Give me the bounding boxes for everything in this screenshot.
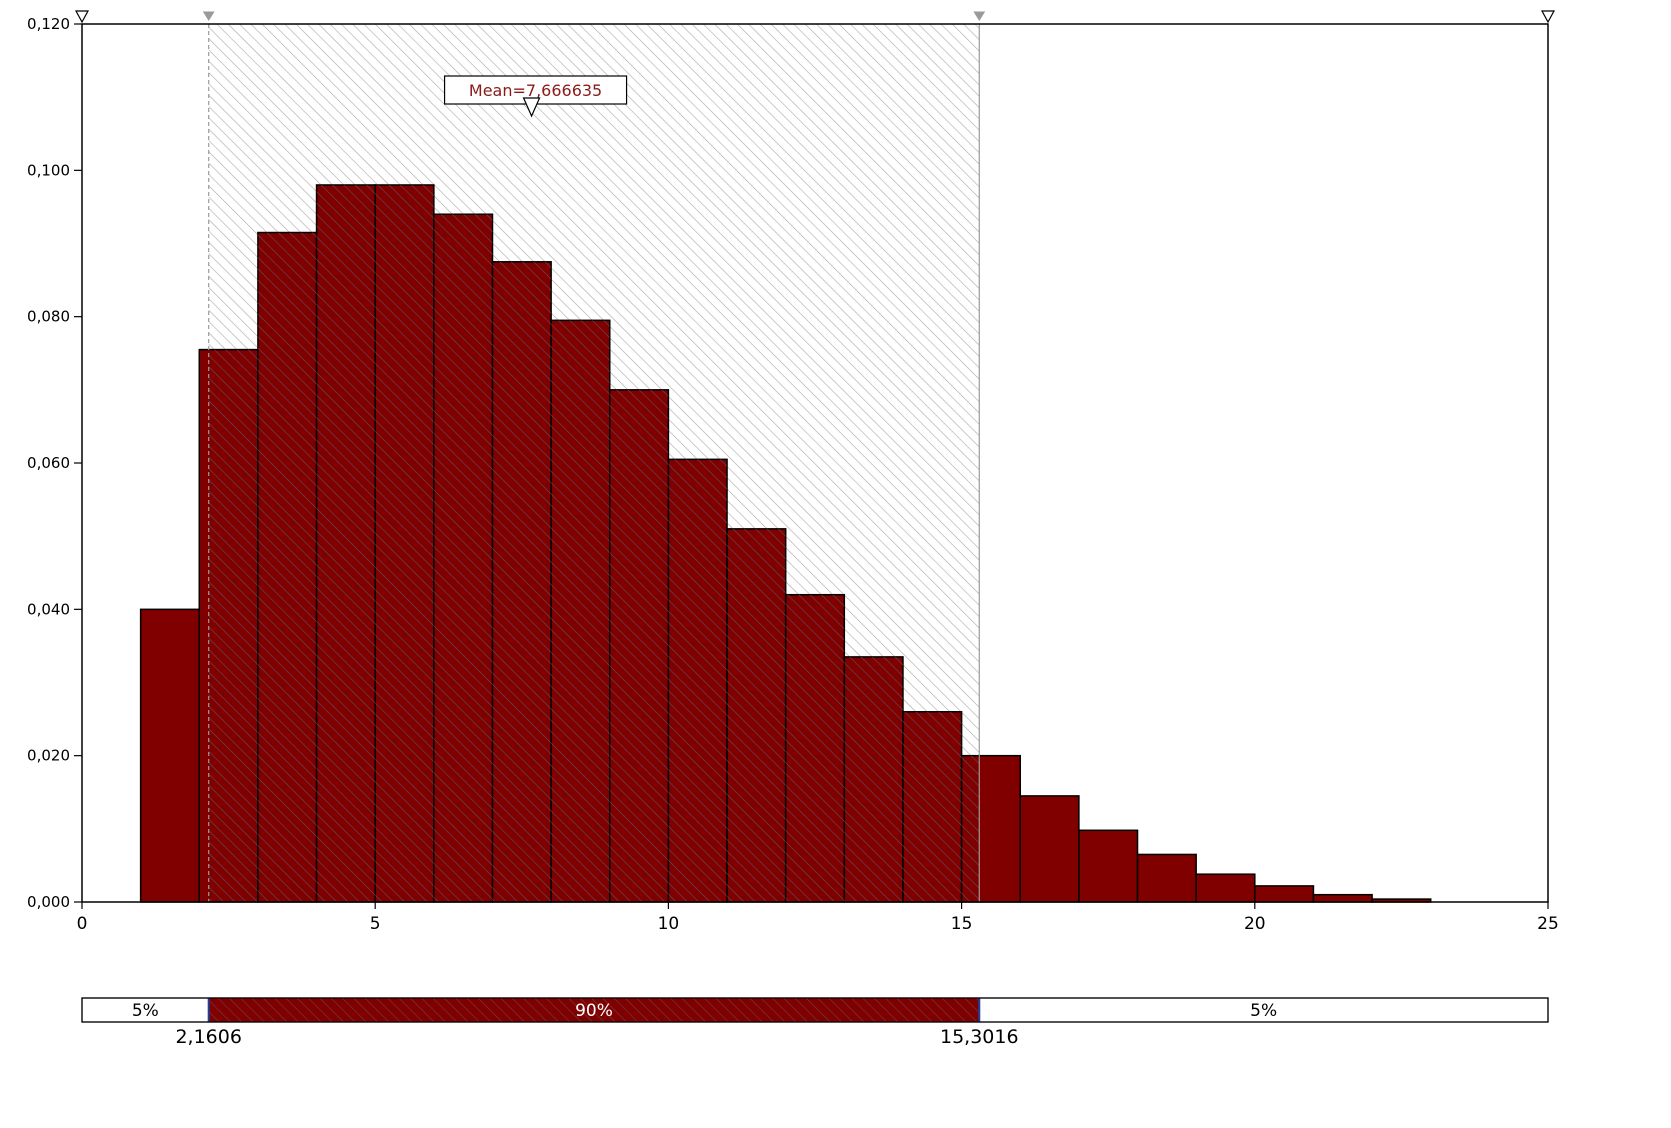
bar-hatch-overlay-13 — [844, 656, 903, 902]
bar-hatch-overlay-15 — [961, 755, 980, 902]
interval-bar-layer: 5% 90% 5% 2,1606 15,3016 — [81, 997, 1549, 1048]
interval-mid-pct: 90% — [575, 1001, 613, 1021]
y-tick-label: 0,120 — [27, 15, 70, 33]
interval-right-pct: 5% — [1250, 1001, 1277, 1021]
histogram-bar-18 — [1136, 853, 1197, 903]
bar-hatch-overlay-2 — [208, 349, 258, 902]
histogram-bar-20 — [1254, 885, 1315, 903]
bar-hatch-overlay-14 — [902, 711, 962, 902]
left-limit-marker-icon[interactable] — [74, 10, 90, 24]
right-limit-marker-icon[interactable] — [1540, 10, 1556, 24]
axes-layer: 0,000 0,020 0,040 0,060 0,080 0,100 0,120 0 5 10 1… — [27, 10, 1559, 934]
interval-left-pct: 5% — [132, 1001, 159, 1021]
bar-hatch-overlay-4 — [316, 184, 376, 902]
bar-hatch-overlay-12 — [785, 594, 845, 902]
lower-bound-handle-icon[interactable] — [202, 11, 215, 21]
histogram-bar-17 — [1078, 829, 1139, 903]
mean-marker-layer: Mean=7,666635 — [443, 75, 628, 118]
interval-bar-outline — [81, 997, 1549, 1023]
mean-marker-icon[interactable] — [522, 97, 541, 118]
x-tick-label: 25 — [1537, 914, 1559, 934]
y-tick-label: 0,020 — [27, 747, 70, 765]
y-tick-label: 0,000 — [27, 893, 70, 911]
bar-hatch-overlay-11 — [727, 528, 786, 902]
bar-hatch-overlay-3 — [257, 232, 317, 902]
mean-label: Mean=7,666635 — [469, 81, 602, 100]
bar-hatch-overlay-6 — [433, 214, 493, 902]
x-tick-label: 20 — [1244, 914, 1266, 934]
y-tick-label: 0,080 — [27, 308, 70, 326]
interval-overlay-layer — [202, 11, 986, 903]
bar-hatch-overlay-5 — [375, 184, 434, 902]
y-tick-label: 0,040 — [27, 600, 70, 618]
interval-bar-middle-hatch — [208, 998, 980, 1022]
x-tick-label: 10 — [658, 914, 680, 934]
x-tick-label: 5 — [370, 914, 381, 934]
bar-hatch-overlay-10 — [668, 459, 728, 902]
histogram-bar-19 — [1195, 873, 1256, 903]
lower-bound-value: 2,1606 — [175, 1026, 241, 1048]
x-tick-label: 15 — [951, 914, 973, 934]
bar-hatch-overlay-7 — [492, 261, 552, 903]
histogram-bar-21 — [1312, 893, 1373, 903]
bar-hatch-overlay-9 — [609, 389, 669, 902]
histogram-bar-16 — [1019, 795, 1080, 903]
y-tick-label: 0,060 — [27, 454, 70, 472]
bar-hatch-overlay-8 — [551, 320, 610, 902]
y-tick-label: 0,100 — [27, 161, 70, 179]
x-tick-label: 0 — [77, 914, 88, 934]
upper-bound-value: 15,3016 — [940, 1026, 1019, 1048]
histogram-bar-1 — [139, 608, 201, 903]
upper-bound-handle-icon[interactable] — [973, 11, 986, 21]
